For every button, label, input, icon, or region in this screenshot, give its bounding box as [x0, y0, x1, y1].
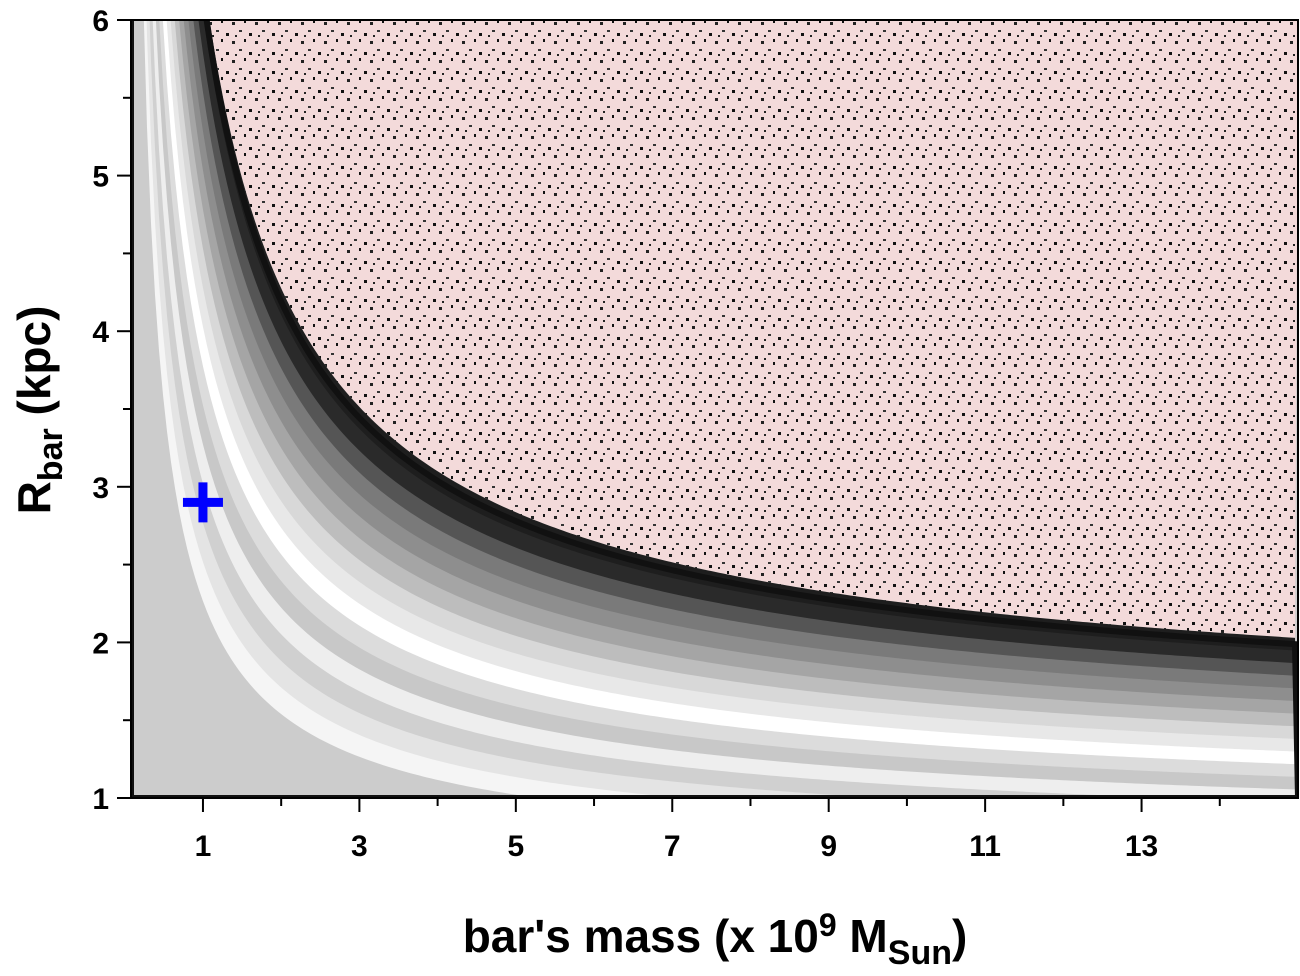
y-tick-label: 3 — [92, 472, 109, 505]
band — [131, 20, 1298, 798]
marker — [182, 482, 223, 523]
x-tick-label: 9 — [820, 830, 837, 863]
y-tick-label: 1 — [92, 783, 109, 816]
x-tick-label: 13 — [1125, 830, 1158, 863]
x-axis-title: bar's mass (x 109 MSun) — [463, 907, 968, 972]
band — [131, 20, 1298, 798]
y-axis-title: Rbar (kpc) — [8, 306, 70, 515]
y-tick-label: 6 — [92, 5, 109, 38]
x-tick-label: 11 — [969, 830, 1001, 863]
x-tick-label: 5 — [507, 830, 524, 863]
y-tick-label: 4 — [92, 316, 109, 349]
band — [131, 20, 1298, 798]
band — [131, 20, 1298, 638]
y-tick-label: 5 — [92, 161, 109, 194]
x-tick-label: 7 — [664, 830, 681, 863]
x-tick-label: 3 — [351, 830, 368, 863]
density-bands — [131, 20, 1298, 798]
x-tick-label: 1 — [195, 830, 212, 863]
y-tick-label: 2 — [92, 627, 109, 660]
